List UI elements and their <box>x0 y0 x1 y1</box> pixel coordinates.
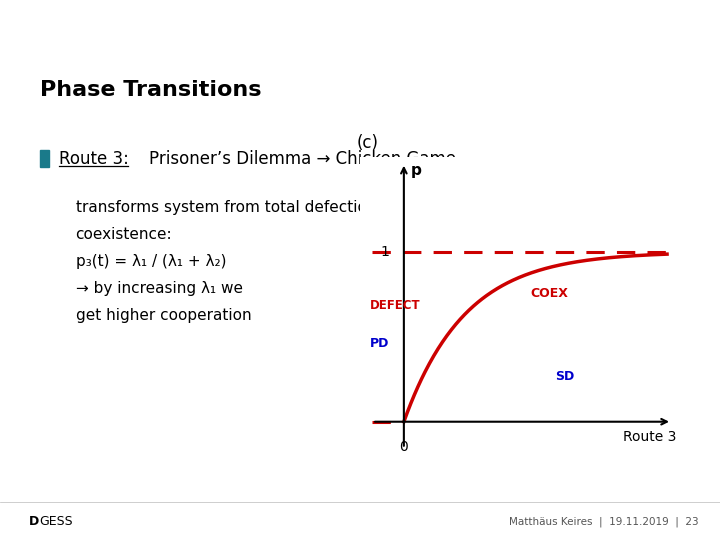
Text: Prisoner’s Dilemma → Chicken Game: Prisoner’s Dilemma → Chicken Game <box>128 150 456 168</box>
Text: SD: SD <box>555 370 575 383</box>
Text: p: p <box>411 163 422 178</box>
Text: GESS: GESS <box>40 515 73 528</box>
Text: get higher cooperation: get higher cooperation <box>76 308 251 323</box>
Text: 1: 1 <box>380 245 390 259</box>
Text: D: D <box>29 515 39 528</box>
Text: Matthäus Keires  |  19.11.2019  |  23: Matthäus Keires | 19.11.2019 | 23 <box>509 517 698 527</box>
Text: → by increasing λ₁ we: → by increasing λ₁ we <box>76 281 243 296</box>
Text: 0: 0 <box>400 440 408 454</box>
Text: Route 3: Route 3 <box>624 430 677 444</box>
Text: COEX: COEX <box>531 287 569 300</box>
Text: DEFECT: DEFECT <box>370 299 420 312</box>
Text: Phase Transitions: Phase Transitions <box>40 80 261 100</box>
Text: PD: PD <box>370 336 389 349</box>
Text: coexistence:: coexistence: <box>76 227 172 242</box>
Text: transforms system from total defection (PD) to: transforms system from total defection (… <box>76 200 434 215</box>
Text: ETH: ETH <box>11 15 48 32</box>
Text: (c): (c) <box>356 134 379 152</box>
Text: p₃(t) = λ₁ / (λ₁ + λ₂): p₃(t) = λ₁ / (λ₁ + λ₂) <box>76 254 226 269</box>
Text: Route 3:: Route 3: <box>59 150 129 168</box>
Text: zürich: zürich <box>52 16 98 31</box>
Bar <box>40 150 49 167</box>
